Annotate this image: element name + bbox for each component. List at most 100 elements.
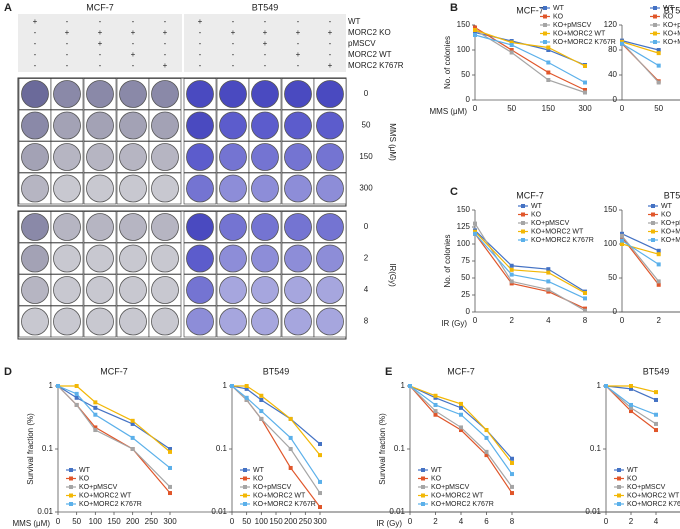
marker [288,416,293,421]
plate [53,213,81,241]
plate [186,174,214,203]
sign: - [329,50,332,59]
plate [316,307,344,336]
marker [459,401,463,406]
legend-marker [243,485,247,489]
marker [583,80,587,85]
plate [53,143,81,171]
marker [130,421,135,426]
series-line [621,240,660,265]
marker [130,418,135,423]
legend-label: KO+MORC2 K767R [553,39,616,46]
sign: - [132,39,135,48]
plate [316,143,344,171]
sign: - [66,17,69,26]
y-tick-label: 0.1 [590,444,602,453]
panel-label: E [385,366,392,378]
plate [219,111,247,140]
legend-label: KO [663,13,674,20]
marker [459,412,463,417]
header-bg [184,14,346,72]
legend-marker [243,493,247,498]
marker [620,238,624,243]
legend-marker [651,229,655,234]
plate [119,143,147,171]
legend-marker [651,221,655,225]
sign: + [163,28,168,37]
x-tick-label: 8 [510,517,515,526]
legend-marker [521,221,525,225]
marker [433,412,438,417]
marker [130,435,135,440]
chart-title: MCF-7 [100,366,128,376]
plate [151,276,179,304]
y-tick-label: 125 [457,222,471,231]
axis-label: MMS (μM) [388,123,397,161]
marker [244,395,249,400]
sign: - [264,50,267,59]
plate [53,80,81,108]
legend-label: WT [627,467,639,474]
plate [219,276,247,304]
marker [473,33,477,37]
legend-label: KO+MORC2 WT [661,228,680,235]
plate [119,80,147,108]
legend-marker [543,23,547,27]
marker [318,491,322,496]
plate [219,174,247,203]
marker [546,287,551,292]
legend-marker [69,502,73,506]
marker [629,402,633,407]
plate [151,143,179,171]
marker [433,409,438,414]
legend-marker [421,468,425,472]
y-tick-label: 0.1 [394,444,406,453]
x-tick-label: 2 [509,316,514,325]
plate [284,111,312,140]
sign: - [199,61,202,70]
marker [629,405,633,410]
y-tick-label: 0 [466,307,471,316]
marker [509,272,514,277]
marker [473,229,477,234]
marker [583,308,587,313]
sign: - [199,50,202,59]
sign: - [34,39,37,48]
plate [284,143,312,171]
y-tick-label: 0.01 [389,507,405,516]
sign: + [263,39,268,48]
marker [620,41,624,46]
legend-label: KO+MORC2 WT [627,492,680,499]
marker [74,384,79,388]
plate [86,111,114,140]
panel-label: B [450,2,458,14]
y-tick-label: 0 [466,95,471,104]
legend-label: KO+pMSCV [661,220,680,227]
legend-label: KO+pMSCV [79,484,118,491]
legend-label: KO+pMSCV [531,220,570,227]
marker [473,30,477,35]
marker [546,70,551,75]
marker [509,281,514,286]
y-tick-label: 0.01 [211,507,227,516]
cell-line: BT549 [252,2,279,12]
y-tick-label: 50 [461,273,470,282]
x-tick-label: 250 [145,517,159,526]
plate [53,244,81,273]
y-tick-label: 100 [457,45,471,54]
x-tick-label: 200 [284,517,298,526]
marker [654,397,658,402]
header-bg [18,14,182,72]
marker [244,386,249,391]
x-tick-label: 50 [72,517,81,526]
panel-label: C [450,186,458,198]
marker [433,395,438,400]
plate [151,244,179,273]
plate [316,80,344,108]
legend-label: WT [661,203,673,210]
legend-marker [653,6,657,10]
y-tick-label: 0.1 [216,444,228,453]
marker [656,51,661,56]
dose-label: 300 [359,184,373,193]
condition-label: MORC2 WT [348,50,392,59]
